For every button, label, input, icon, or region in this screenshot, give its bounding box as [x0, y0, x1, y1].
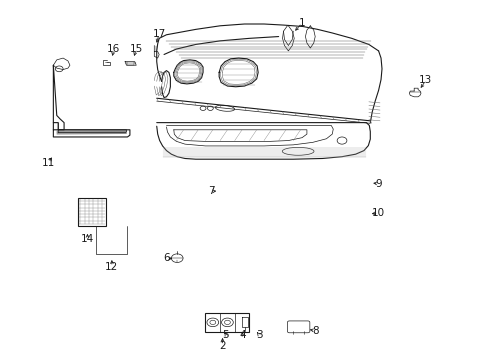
Text: 7: 7	[207, 186, 214, 197]
Text: 3: 3	[255, 330, 262, 340]
Text: 12: 12	[105, 262, 118, 272]
Text: 2: 2	[219, 341, 225, 351]
Text: 14: 14	[81, 234, 94, 244]
Text: 17: 17	[152, 29, 165, 39]
Text: 1: 1	[298, 18, 305, 28]
Text: 4: 4	[239, 330, 246, 340]
Text: 5: 5	[222, 330, 229, 340]
Text: 6: 6	[163, 253, 169, 263]
Text: 8: 8	[311, 325, 318, 336]
Bar	[205, 313, 249, 332]
Text: 9: 9	[374, 179, 381, 189]
Bar	[78, 198, 106, 226]
Text: 16: 16	[107, 44, 120, 54]
Text: 13: 13	[418, 75, 431, 85]
Text: 10: 10	[371, 208, 385, 218]
Text: 15: 15	[129, 44, 142, 54]
Text: 11: 11	[42, 158, 55, 168]
